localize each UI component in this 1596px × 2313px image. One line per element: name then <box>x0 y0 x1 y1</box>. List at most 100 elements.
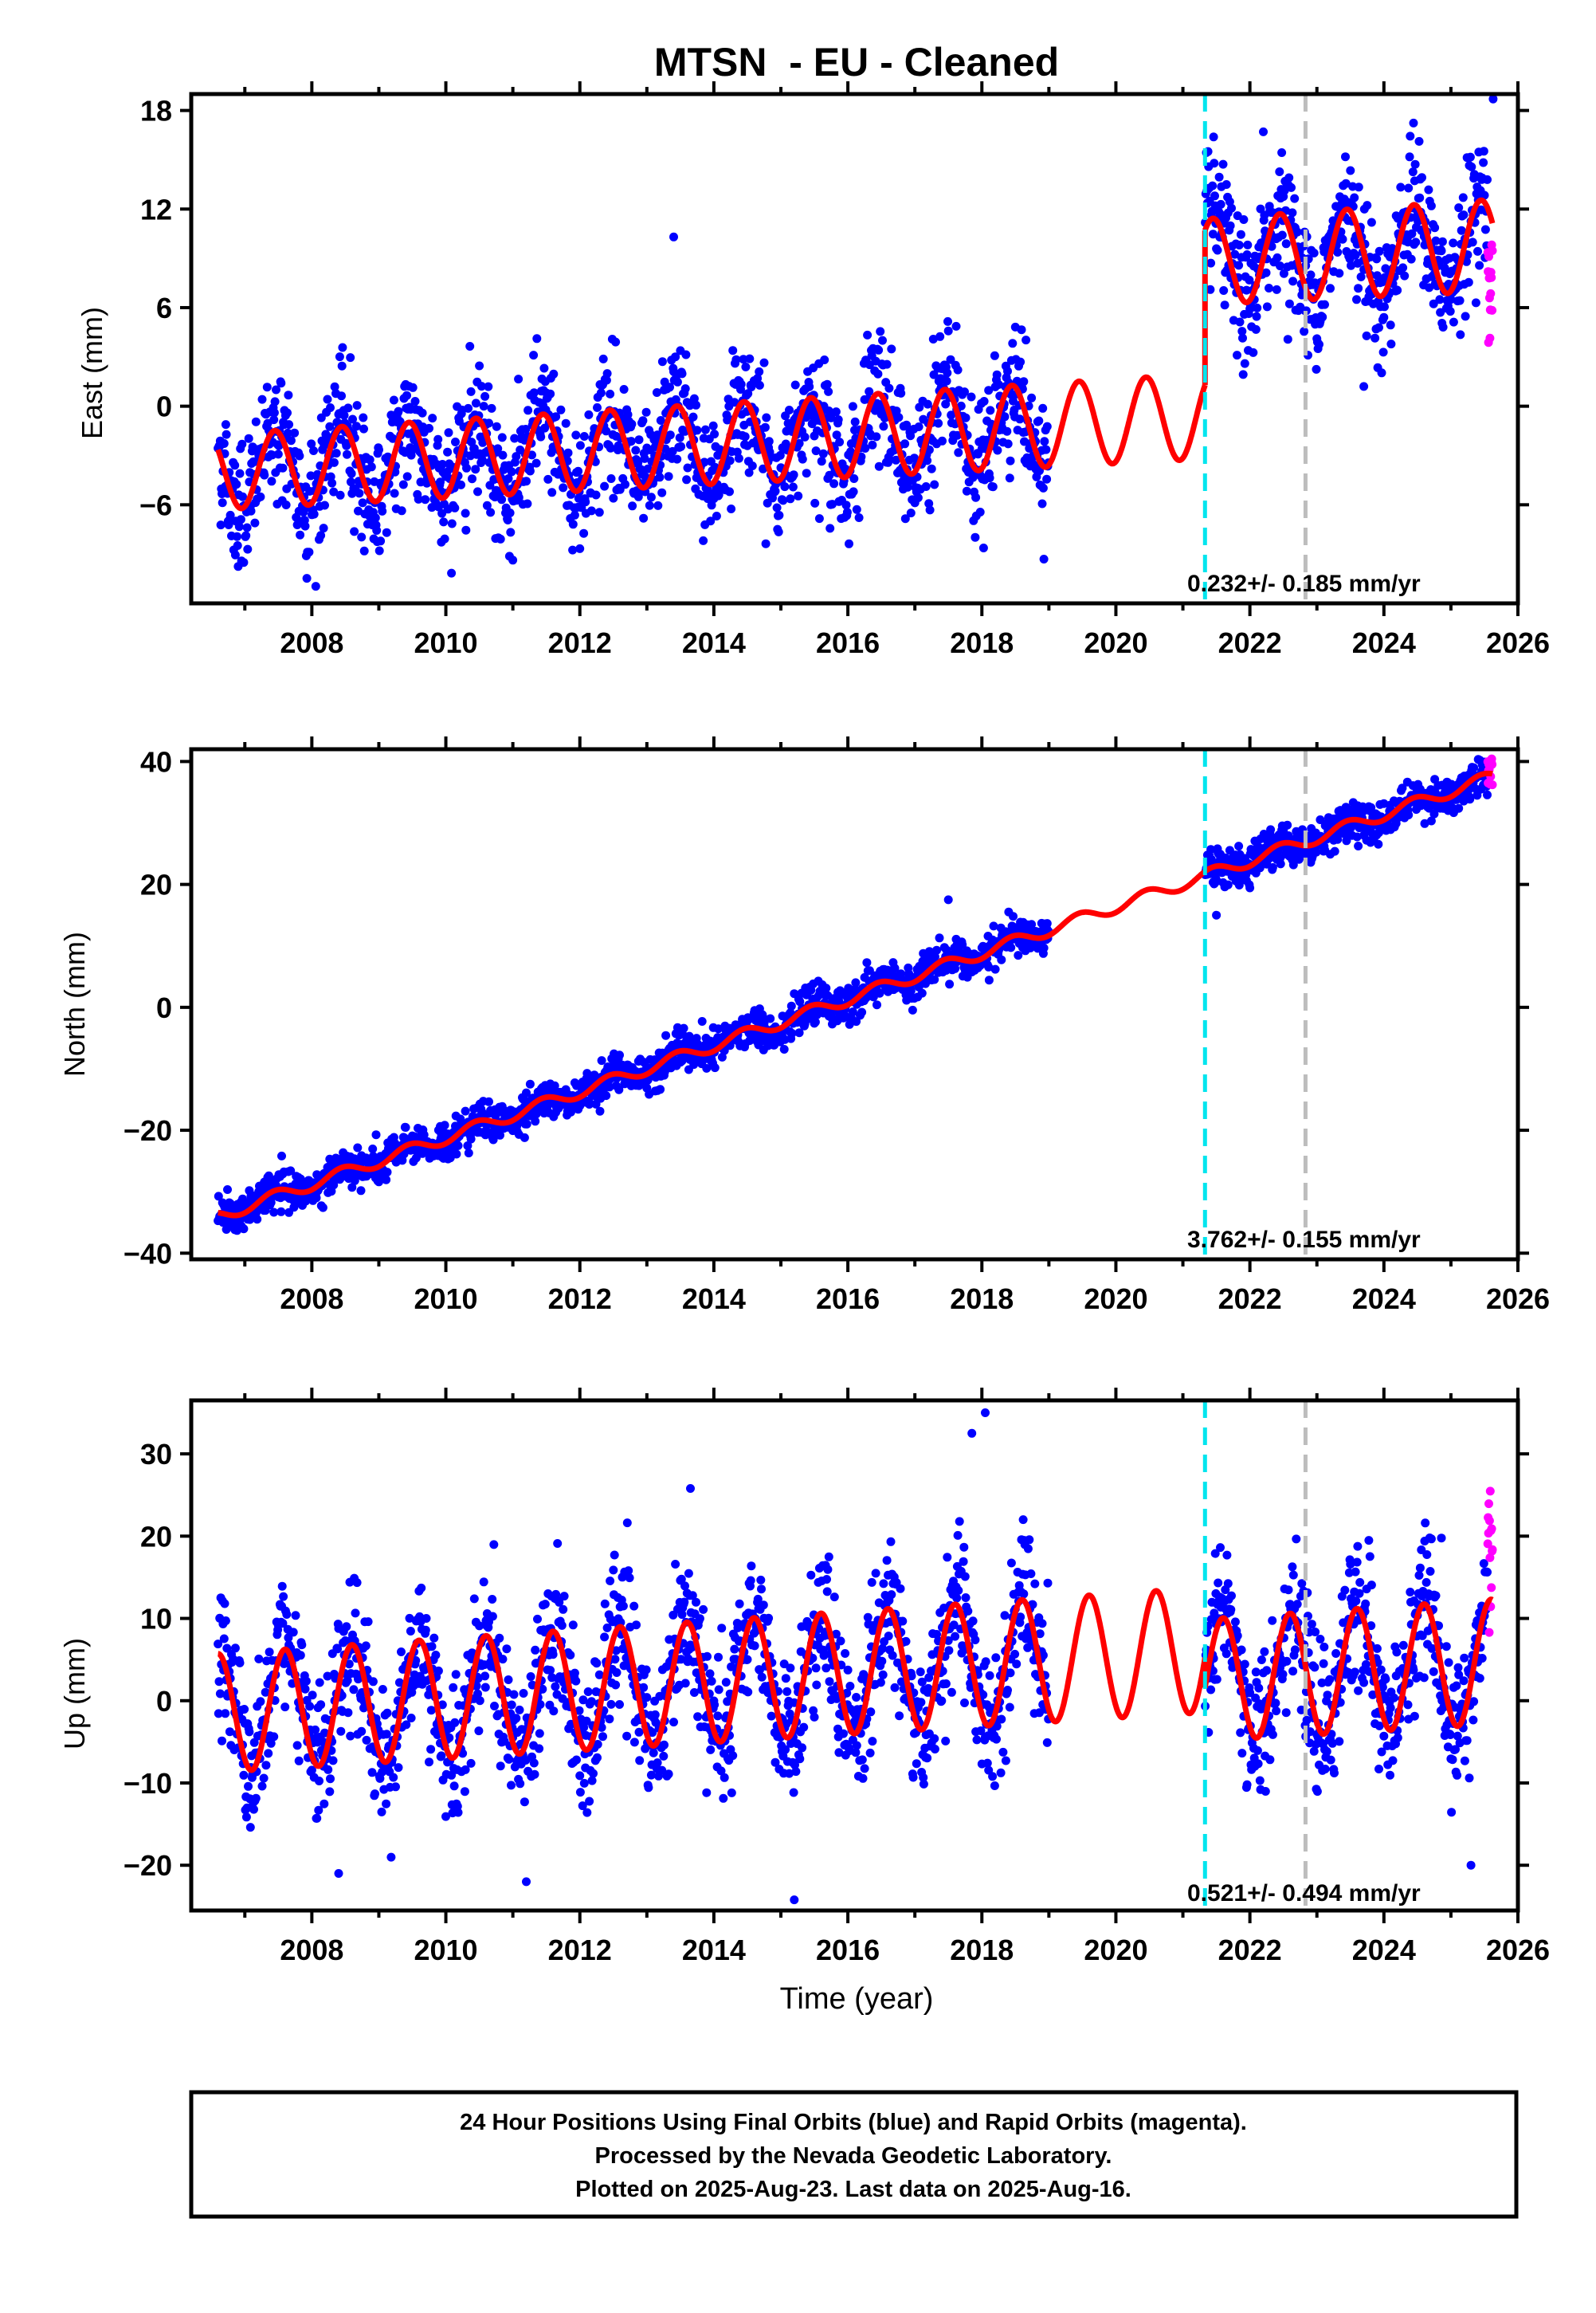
north-final-point <box>908 1005 917 1015</box>
east-final-point <box>1206 285 1215 294</box>
east-x-tick-label: 2020 <box>1084 626 1147 659</box>
north-final-point <box>984 962 994 972</box>
up-final-point <box>639 1683 649 1692</box>
east-final-point <box>778 496 788 505</box>
east-rapid-point <box>1488 305 1497 315</box>
up-final-point <box>507 1781 516 1790</box>
east-final-point <box>256 492 265 501</box>
east-final-point <box>402 391 411 400</box>
east-y-tick-label: 18 <box>140 95 172 128</box>
east-final-point <box>954 448 963 457</box>
east-final-point <box>568 520 578 529</box>
east-final-point <box>900 439 910 449</box>
north-final-point <box>1266 825 1276 834</box>
north-final-point <box>382 1175 391 1184</box>
east-final-point <box>586 506 596 516</box>
east-final-point <box>482 501 492 510</box>
east-final-point <box>1235 317 1245 327</box>
east-outlier-point <box>1488 94 1498 104</box>
east-final-point <box>873 369 883 379</box>
east-final-point <box>496 534 505 544</box>
east-final-point <box>826 413 836 422</box>
north-final-point <box>930 975 939 984</box>
east-final-point <box>876 327 885 336</box>
east-final-point <box>395 417 405 426</box>
north-final-point <box>225 1199 235 1208</box>
up-final-point <box>431 1651 441 1659</box>
east-rapid-orbit-points <box>1483 240 1497 348</box>
east-final-point <box>833 415 843 424</box>
east-final-point <box>250 518 260 528</box>
east-model-fit-segment-1 <box>1202 197 1496 305</box>
up-final-point <box>378 1685 387 1694</box>
east-final-point <box>930 480 939 489</box>
east-final-point <box>646 493 656 502</box>
up-final-point <box>557 1620 567 1630</box>
up-final-point <box>559 1592 569 1601</box>
north-final-point <box>984 976 994 985</box>
up-final-point <box>437 1751 446 1761</box>
east-outlier-point <box>1359 382 1369 391</box>
north-final-point <box>223 1185 232 1194</box>
east-x-tick-label: 2012 <box>548 626 612 659</box>
east-rapid-point <box>1488 246 1497 255</box>
east-final-point <box>1238 333 1247 343</box>
east-final-point <box>307 439 316 449</box>
up-final-point <box>291 1611 300 1620</box>
east-final-point <box>1464 277 1473 287</box>
up-final-point <box>598 1732 607 1742</box>
north-final-point <box>382 1168 392 1177</box>
up-final-point <box>288 1628 298 1637</box>
east-final-point <box>1400 271 1410 281</box>
north-final-point <box>276 1207 286 1216</box>
up-final-point <box>549 1706 559 1716</box>
east-final-point <box>789 470 798 480</box>
east-final-point <box>335 490 345 500</box>
east-final-point <box>1253 303 1262 312</box>
up-final-point <box>324 1765 333 1774</box>
east-final-point <box>397 506 406 516</box>
east-final-point <box>1379 312 1389 322</box>
east-final-point <box>700 425 710 434</box>
east-final-point <box>508 556 518 565</box>
up-final-point <box>282 1610 292 1619</box>
east-final-point <box>671 352 680 362</box>
east-final-point <box>1019 377 1029 387</box>
east-final-point <box>902 420 912 430</box>
north-final-point <box>1352 832 1362 842</box>
up-final-point <box>256 1697 265 1706</box>
up-final-point <box>530 1769 539 1779</box>
up-final-point <box>344 1659 354 1669</box>
east-final-point <box>626 437 636 446</box>
north-final-point <box>614 1085 624 1094</box>
north-final-point <box>766 1014 775 1023</box>
up-final-point <box>240 1705 249 1714</box>
east-final-point <box>251 417 261 426</box>
east-final-point <box>433 434 443 444</box>
east-final-point <box>346 353 355 363</box>
east-final-point <box>476 382 486 391</box>
east-final-point <box>525 466 535 476</box>
east-final-point <box>559 483 568 493</box>
east-final-point <box>786 494 795 504</box>
east-final-point <box>343 450 351 459</box>
east-final-point <box>994 380 1003 389</box>
east-final-point <box>655 473 665 482</box>
north-final-point <box>466 1134 476 1144</box>
up-final-point <box>261 1687 270 1697</box>
up-final-point <box>316 1700 326 1710</box>
east-final-point <box>943 368 952 378</box>
up-final-point <box>280 1659 289 1668</box>
east-final-point <box>418 408 427 418</box>
north-final-point <box>1283 820 1292 830</box>
up-final-point <box>615 1700 624 1709</box>
east-final-point <box>1406 132 1415 141</box>
east-final-point <box>988 482 998 492</box>
east-final-point <box>785 406 794 414</box>
up-final-point <box>474 1726 484 1736</box>
east-final-point <box>835 438 845 447</box>
east-final-point <box>1320 300 1329 309</box>
up-final-point <box>386 1852 396 1862</box>
east-final-point <box>1287 183 1296 192</box>
east-final-point <box>1479 158 1488 167</box>
